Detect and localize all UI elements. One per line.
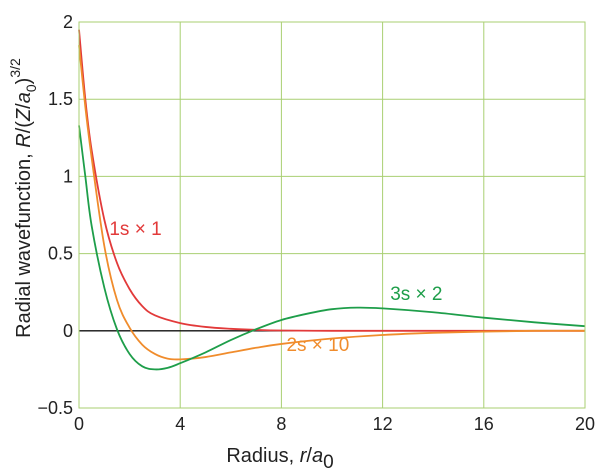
x-tick-label: 20 xyxy=(575,414,595,434)
x-tick-label: 0 xyxy=(74,414,84,434)
x-tick-label: 4 xyxy=(175,414,185,434)
series-line-1s-1 xyxy=(78,29,585,332)
y-axis-title: Radial wavefunction, R/(Z/a0)3/2 xyxy=(7,58,39,338)
series-label-1s-1: 1s × 1 xyxy=(109,219,161,240)
x-tick-labels: 0 4 8 12 16 20 xyxy=(74,414,595,434)
x-tick-label: 8 xyxy=(276,414,286,434)
y-tick-label: 0 xyxy=(63,321,73,341)
x-tick-label: 16 xyxy=(474,414,494,434)
series-labels: 1s × 1 2s × 10 3s × 2 xyxy=(109,219,442,356)
series-group xyxy=(78,29,586,371)
grid xyxy=(79,22,585,408)
series-line-3s-2 xyxy=(78,125,586,371)
plot-frame xyxy=(78,21,586,409)
x-axis-title: Radius, r/a0 xyxy=(226,445,333,468)
series-line-2s-10 xyxy=(78,45,586,361)
y-tick-label: 0.5 xyxy=(48,244,73,264)
x-tick-label: 12 xyxy=(373,414,393,434)
y-tick-label: −0.5 xyxy=(37,398,73,418)
series-label-2s-10: 2s × 10 xyxy=(286,335,349,356)
y-tick-labels: −0.5 0 0.5 1 1.5 2 xyxy=(37,12,73,418)
y-tick-label: 1.5 xyxy=(48,89,73,109)
y-tick-label: 1 xyxy=(63,166,73,186)
series-label-3s-2: 3s × 2 xyxy=(390,284,442,305)
y-tick-label: 2 xyxy=(63,12,73,32)
